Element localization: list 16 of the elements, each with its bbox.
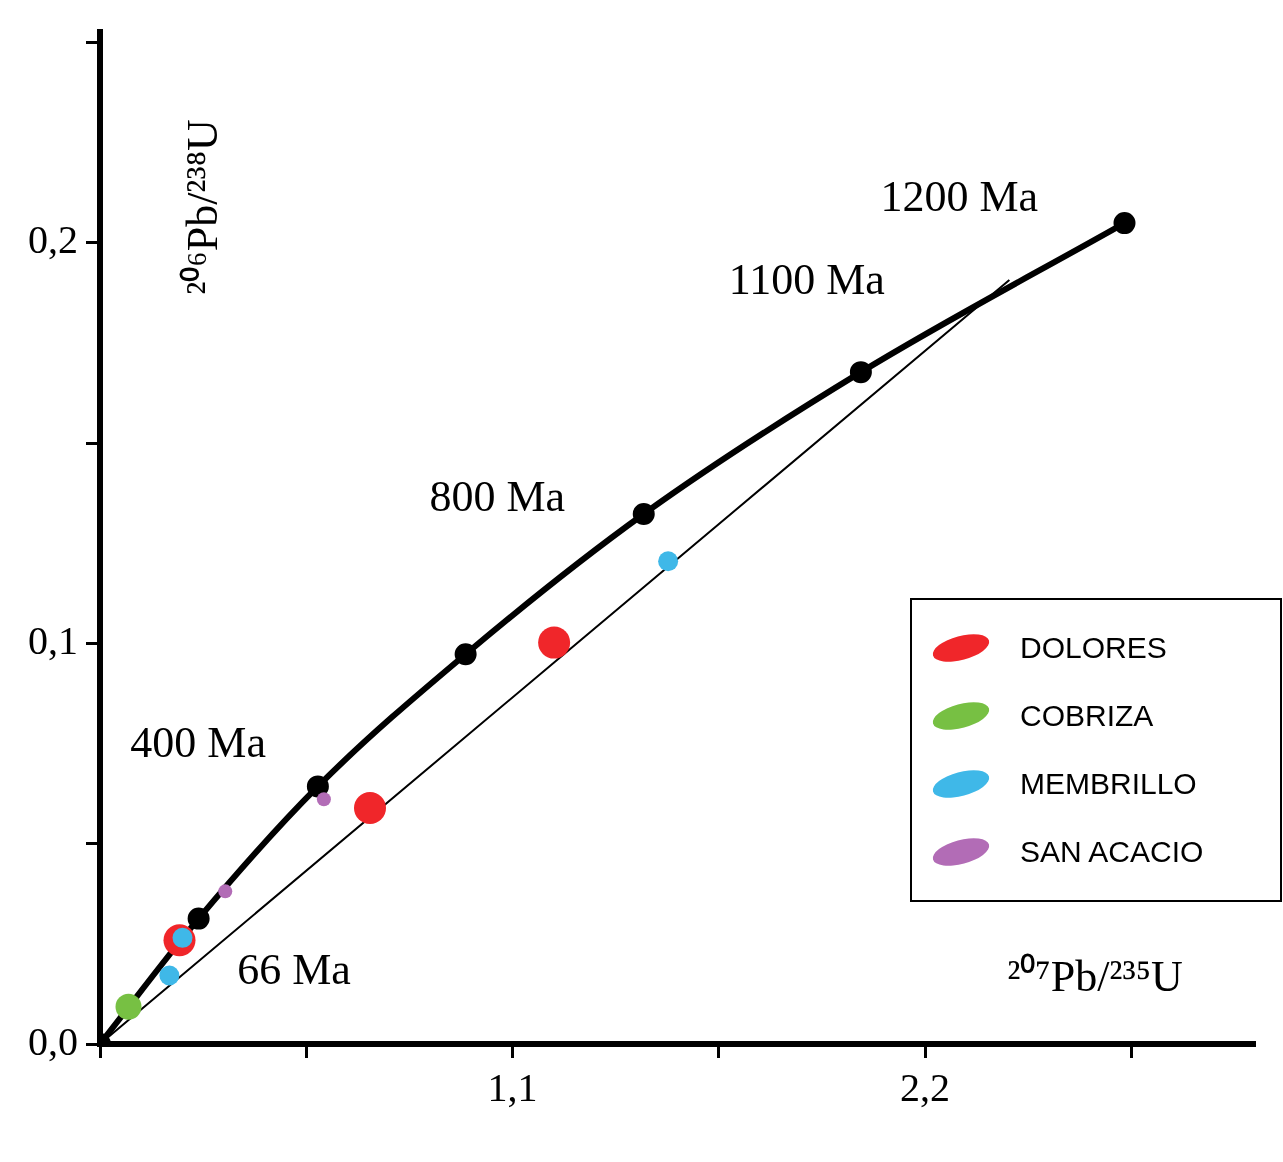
y-tick-label: 0,1 bbox=[28, 617, 78, 663]
legend-label: SAN ACACIO bbox=[1020, 835, 1204, 869]
y-tick-label: 0,2 bbox=[28, 217, 78, 263]
annotation: 400 Ma bbox=[130, 718, 266, 768]
x-axis-title: ²⁰⁷Pb/²³⁵U bbox=[1007, 951, 1183, 1001]
annotation: 1100 Ma bbox=[728, 254, 885, 304]
legend-label: COBRIZA bbox=[1020, 699, 1154, 733]
y-tick-label: 0,0 bbox=[28, 1018, 78, 1064]
annotation: 66 Ma bbox=[237, 944, 351, 994]
annotation: 800 Ma bbox=[429, 472, 566, 522]
annotation: 1200 Ma bbox=[880, 171, 1039, 221]
x-tick-label: 1,1 bbox=[487, 1064, 538, 1110]
legend-label: DOLORES bbox=[1020, 631, 1167, 665]
y-axis-title: ²⁰⁶Pb/²³⁸U bbox=[177, 119, 227, 295]
legend-label: MEMBRILLO bbox=[1020, 767, 1197, 801]
x-tick-label: 2,2 bbox=[900, 1064, 950, 1110]
